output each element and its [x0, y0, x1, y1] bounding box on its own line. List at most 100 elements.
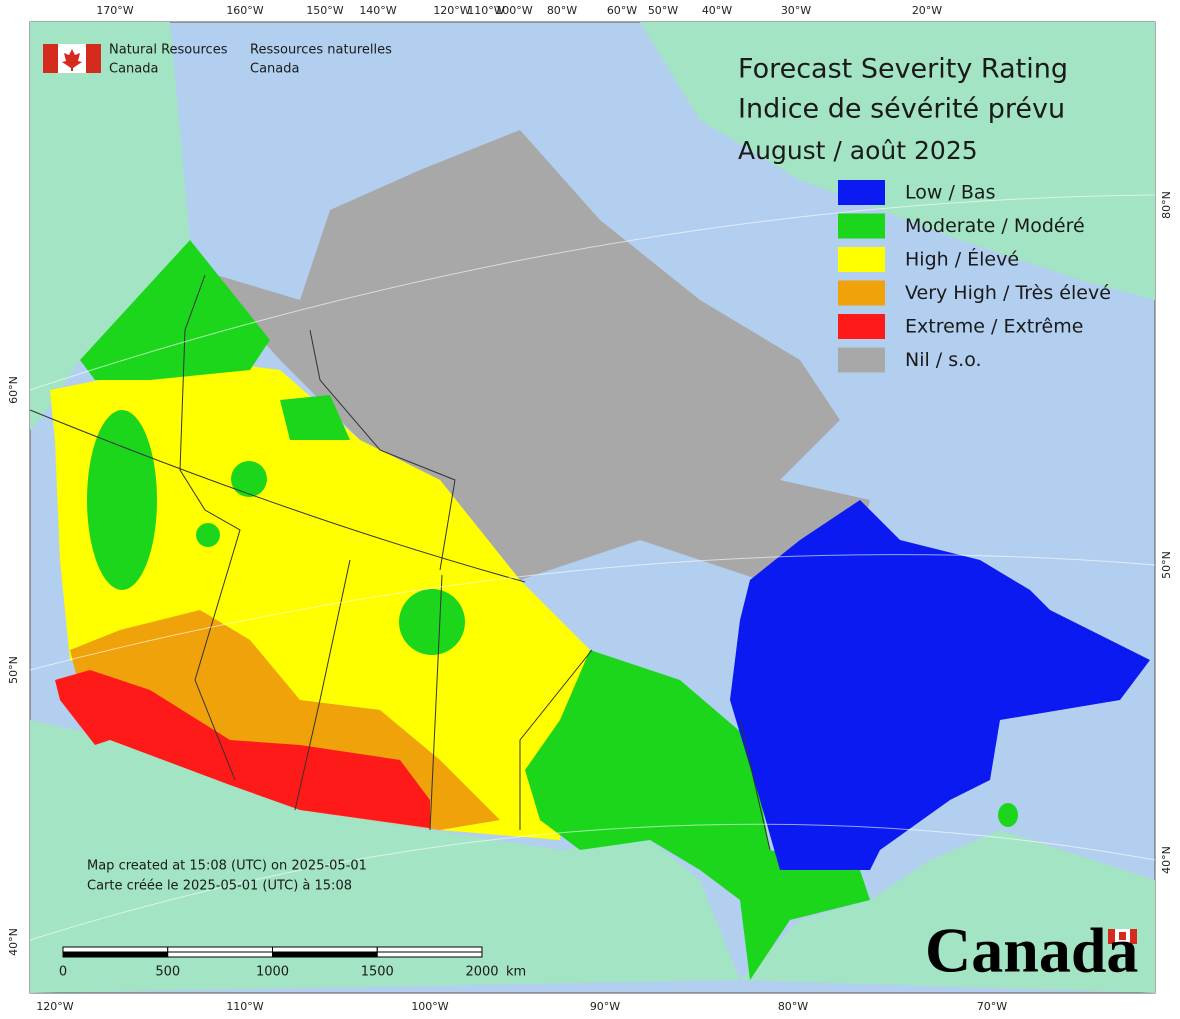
logo-text: Canada [109, 62, 158, 77]
low-region [730, 500, 1150, 870]
longitude-label: 70°W [977, 1000, 1007, 1013]
scale-segment [167, 951, 273, 958]
latitude-label: 80°N [1160, 191, 1173, 219]
legend-label: Extreme / Extrême [905, 316, 1083, 338]
longitude-label: 110°W [226, 1000, 263, 1013]
latitude-label: 60°N [7, 376, 20, 404]
moderate-region [80, 240, 270, 380]
longitude-label: 140°W [359, 4, 396, 17]
longitude-label: 120°W [433, 4, 470, 17]
longitude-label: 150°W [306, 4, 343, 17]
moderate-region [87, 410, 157, 590]
legend-swatch [838, 213, 885, 239]
longitude-label: 60°W [607, 4, 637, 17]
boundary [29, 409, 526, 583]
title: Indice de sévérité prévu [738, 94, 1065, 125]
legend-label: Low / Bas [905, 182, 995, 204]
boundary [739, 719, 771, 851]
scale-unit: km [506, 965, 526, 980]
high-region [50, 360, 590, 840]
legend-swatch [838, 314, 885, 339]
longitude-label: 100°W [411, 1000, 448, 1013]
graticule [29, 194, 1156, 941]
scale-label: 1000 [256, 965, 289, 980]
arctic-islands [320, 150, 520, 300]
longitude-label: 110°W [467, 4, 504, 17]
boundary [294, 559, 351, 811]
legend: Low / Bas Moderate / Modéré High / Élevé Ve… [838, 180, 1111, 373]
scale-bar: 0 500 1000 1500 2000 km [59, 946, 526, 980]
moderate-region [399, 589, 465, 655]
moderate-region [280, 395, 350, 440]
title: Forecast Severity Rating [738, 54, 1068, 85]
scale-segment [376, 951, 483, 958]
note: Map created at 15:08 (UTC) on 2025-05-01 [87, 859, 367, 874]
maple-leaf [62, 49, 82, 71]
scale-segment [62, 951, 169, 958]
scale-label: 2000 [465, 965, 498, 980]
legend-label: Very High / Très élevé [905, 282, 1111, 304]
note: Carte créée le 2025-05-01 (UTC) à 15:08 [87, 879, 352, 894]
longitude-label: 170°W [96, 4, 133, 17]
moderate-region [196, 523, 220, 547]
longitude-label: 160°W [226, 4, 263, 17]
longitude-label: 120°W [36, 1000, 73, 1013]
alaska [30, 22, 190, 430]
latitude-label: 40°N [7, 928, 20, 956]
scale-segment [272, 951, 378, 958]
boundary [519, 649, 593, 830]
longitude-label: 20°W [912, 4, 942, 17]
flag-bar [43, 44, 58, 73]
graticule-line [29, 194, 1156, 391]
severity-regions [50, 130, 1150, 980]
longitude-label: 30°W [781, 4, 811, 17]
nrcan-logo: Natural Resources Canada Ressources natu… [43, 43, 392, 77]
scale-label: 500 [155, 965, 180, 980]
legend-label: High / Élevé [905, 248, 1019, 271]
legend-label: Moderate / Modéré [905, 215, 1085, 237]
legend-label: Nil / s.o. [905, 349, 982, 371]
land [30, 22, 1155, 993]
longitude-label: 90°W [590, 1000, 620, 1013]
canada-wordmark: Canada [925, 915, 1138, 986]
longitude-label: 50°W [648, 4, 678, 17]
flag-bar [86, 44, 101, 73]
boundary [429, 574, 443, 831]
boundary [179, 274, 241, 781]
boundary [309, 329, 456, 571]
wordmark-flag [1130, 929, 1137, 944]
legend-swatch [838, 180, 885, 205]
extreme-region [55, 670, 430, 828]
longitude-label: 40°W [702, 4, 732, 17]
scale-segment [272, 946, 378, 953]
logo-text: Ressources naturelles [250, 43, 392, 58]
boundaries [29, 274, 771, 851]
logo-text: Canada [250, 62, 299, 77]
graticule-line [29, 823, 1156, 941]
latitude-label: 50°N [1160, 551, 1173, 579]
usa-west [30, 720, 740, 993]
title: August / août 2025 [738, 136, 978, 165]
latitude-label: 40°N [1160, 846, 1173, 874]
wordmark-flag [1108, 929, 1115, 944]
graticule-line [29, 554, 1156, 671]
scale-segment [62, 946, 169, 953]
legend-swatch [838, 347, 885, 373]
logo-text: Natural Resources [109, 43, 228, 58]
wordmark: Canada [925, 915, 1138, 986]
greenland [640, 22, 1155, 300]
scale-segment [167, 946, 273, 953]
longitude-label: 80°W [778, 1000, 808, 1013]
legend-swatch [838, 247, 885, 272]
scale-segment [376, 946, 483, 953]
usa-east [740, 830, 1155, 993]
longitude-label: 100°W [495, 4, 532, 17]
legend-swatch [838, 280, 885, 306]
moderate-region [231, 461, 267, 497]
scale-label: 0 [59, 965, 67, 980]
moderate-region [998, 803, 1018, 827]
latitude-label: 50°N [7, 656, 20, 684]
moderate-region [525, 650, 870, 980]
